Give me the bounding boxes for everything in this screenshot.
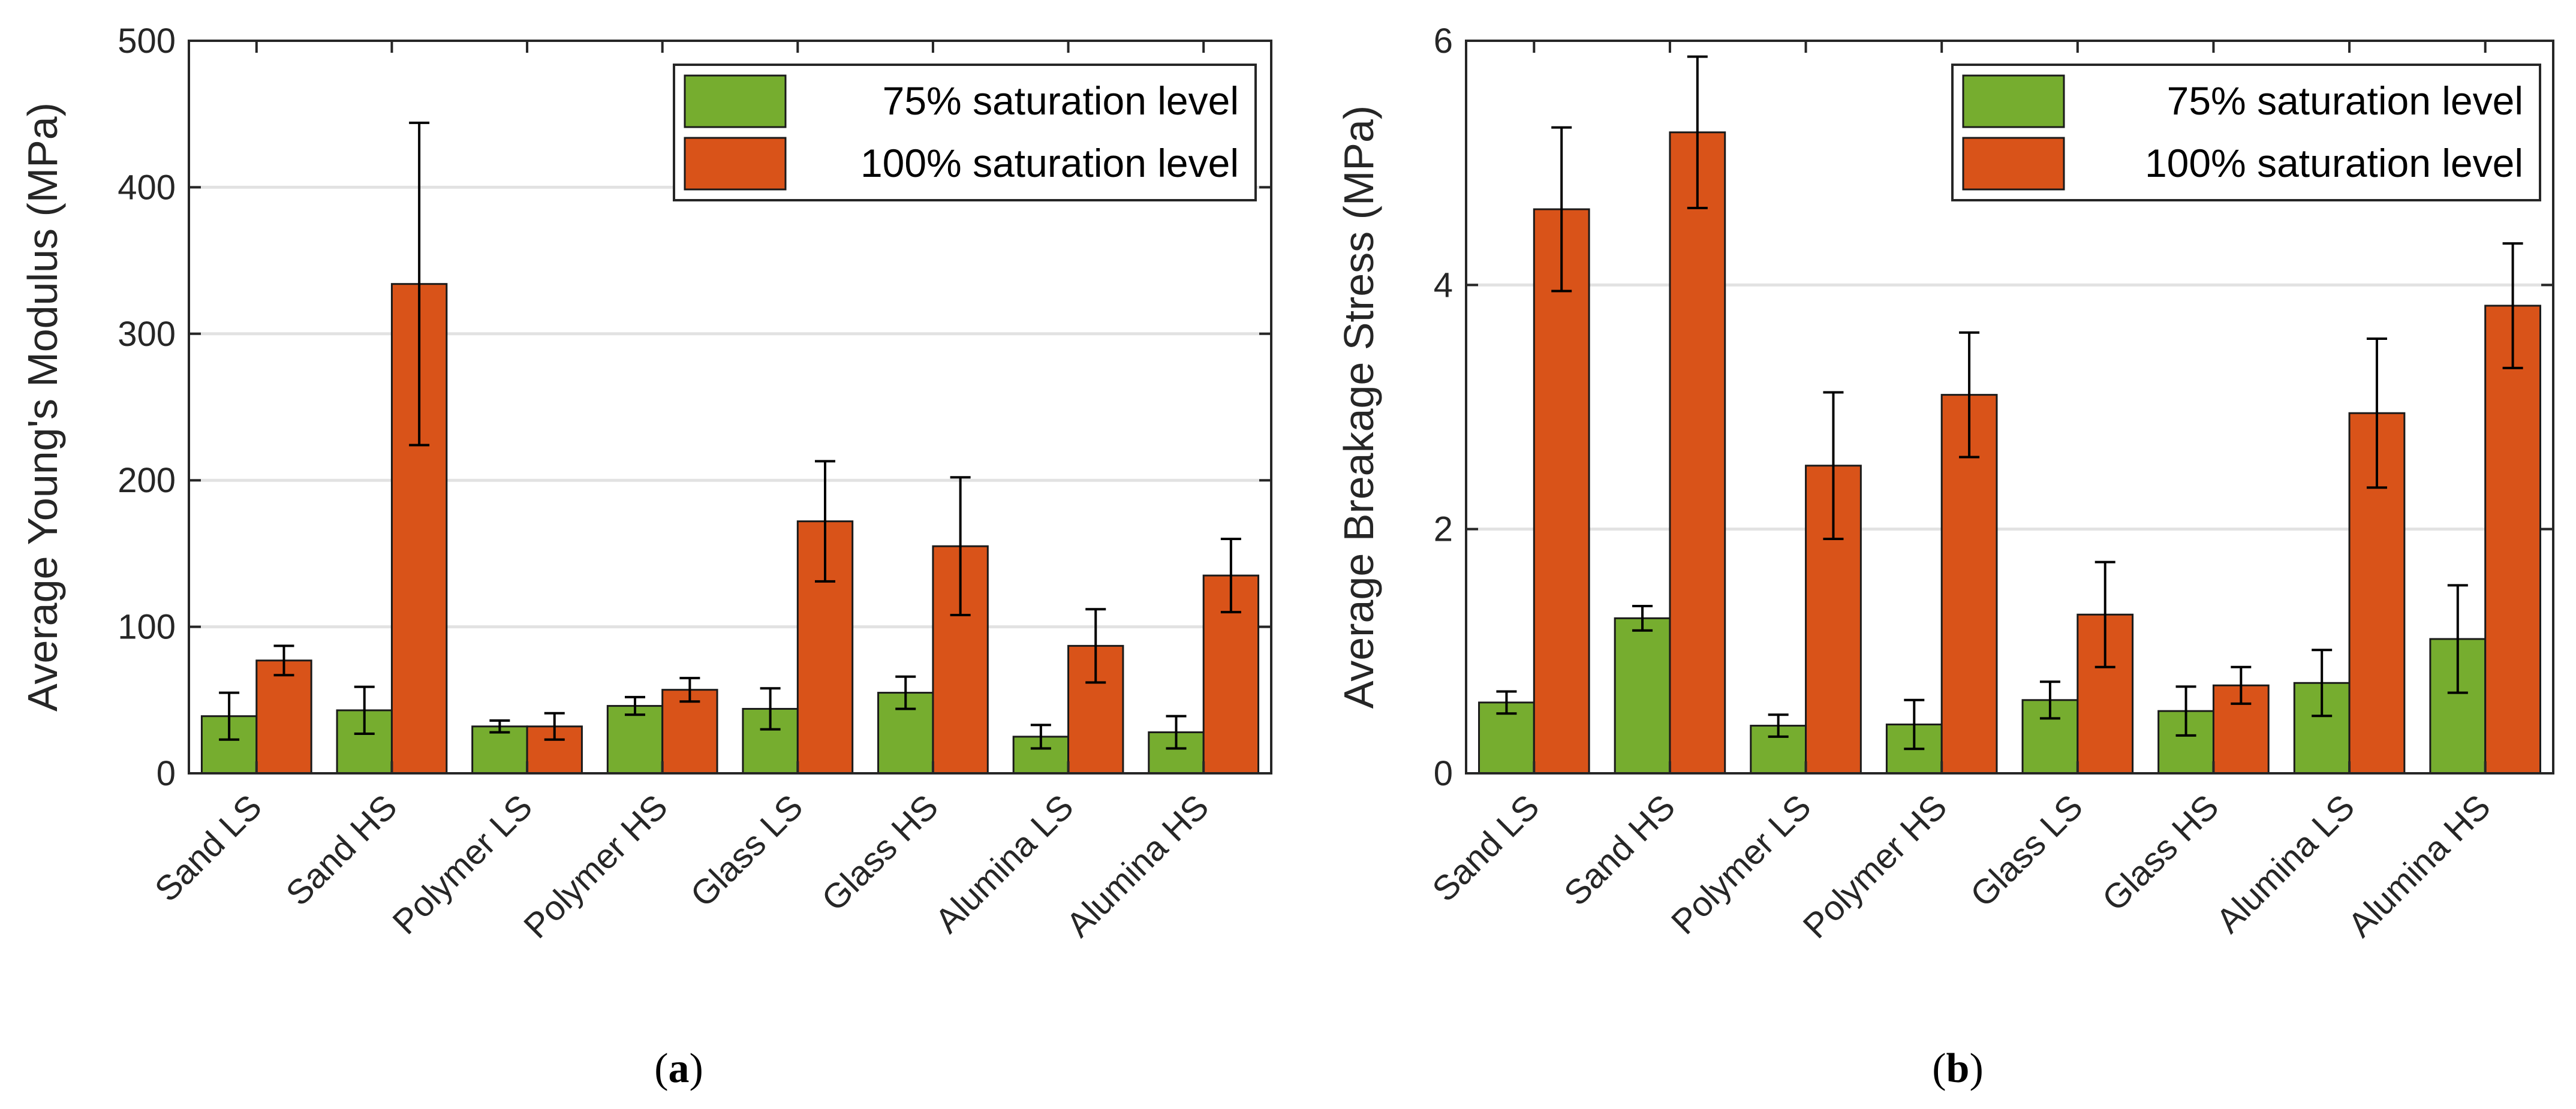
y-tick-label: 100 [118,608,176,647]
x-tick-label: Glass HS [814,787,946,918]
x-tick-label: Sand HS [1557,787,1683,913]
y-tick-label: 300 [118,315,176,354]
legend: 75% saturation level 100% saturation leve… [673,64,1257,201]
plot-frame [188,40,1272,775]
legend-label-sat100: 100% saturation level [860,141,1239,185]
legend-label-sat75: 75% saturation level [883,79,1239,123]
legend-label-sat100: 100% saturation level [2145,141,2523,185]
x-tick-label: Sand LS [1425,787,1546,909]
bar-sat75-sand-hs [1614,617,1671,775]
y-tick-label: 200 [118,461,176,500]
y-tick-label: 2 [1434,510,1453,549]
x-tick-label: Alumina LS [2209,787,2363,941]
x-tick-label: Alumina HS [2340,787,2498,945]
y-tick-label: 400 [118,168,176,207]
bar-sat100-sand-ls [1533,208,1590,775]
x-tick-label: Glass LS [683,787,810,914]
y-axis-title: Average Young's Modulus (MPa) [19,103,66,712]
legend-swatch-sat75 [1962,74,2065,128]
y-tick-label: 0 [1434,754,1453,793]
bar-sat100-sand-hs [1669,131,1726,775]
x-tick-label: Sand HS [279,787,405,913]
x-tick-label: Glass HS [2094,787,2226,918]
y-tick-label: 6 [1434,22,1453,61]
plot-frame [1465,40,2554,775]
x-tick-label: Polymer HS [1796,787,1955,946]
legend-swatch-sat75 [684,74,787,128]
y-axis-title: Average Breakage Stress (MPa) [1335,106,1382,709]
y-tick-label: 500 [118,22,176,61]
legend-swatch-sat100 [1962,137,2065,191]
x-tick-label: Polymer HS [516,787,675,946]
legend-swatch-sat100 [684,137,787,191]
panel-caption-a: (a) [654,1045,703,1092]
bar-sat100-sand-ls [255,659,312,775]
legend: 75% saturation level 100% saturation leve… [1951,64,2541,201]
panel-caption-b: (b) [1932,1045,1984,1092]
bar-sat100-alumina-hs [2484,305,2541,775]
legend-label-sat75: 75% saturation level [2167,79,2523,123]
bar-sat75-polymer-hs [606,705,664,775]
y-tick-label: 4 [1434,266,1453,305]
x-tick-label: Glass LS [1963,787,2090,914]
x-tick-label: Sand LS [148,787,269,909]
x-tick-label: Alumina LS [928,787,1081,941]
x-tick-label: Alumina HS [1059,787,1217,945]
y-tick-label: 0 [157,754,176,793]
